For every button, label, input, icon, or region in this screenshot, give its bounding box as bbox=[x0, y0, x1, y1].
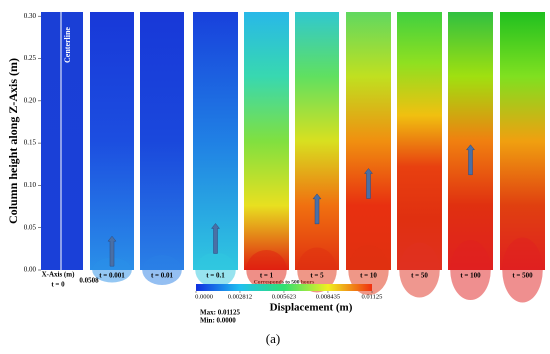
y-tick-label: 0.15 bbox=[24, 139, 37, 147]
contour-panel bbox=[41, 12, 83, 270]
bottom-lobe bbox=[348, 245, 389, 295]
bottom-lobe bbox=[450, 240, 491, 300]
colorbar-tick-label: 0.008435 bbox=[316, 293, 340, 300]
colorbar-tick-label: 0.002812 bbox=[228, 293, 252, 300]
bottom-lobe bbox=[195, 252, 236, 288]
bottom-lobe bbox=[399, 242, 440, 298]
x-max-label: 0.0508 bbox=[79, 277, 99, 285]
colorbar bbox=[196, 284, 372, 291]
contour-panel bbox=[346, 12, 391, 270]
panel-label: t = 1 bbox=[260, 272, 274, 280]
y-tick-label: 0.05 bbox=[24, 223, 37, 231]
colorbar-tick-label: 0.005623 bbox=[272, 293, 296, 300]
colorbar-min: Min: 0.0000 bbox=[200, 317, 236, 325]
contour-panel bbox=[90, 12, 134, 270]
panel-label: t = 0.01 bbox=[151, 272, 174, 280]
front-arrow bbox=[465, 144, 476, 176]
y-tick-label: 0.00 bbox=[24, 266, 37, 274]
contour-panel bbox=[500, 12, 545, 270]
contour-panel bbox=[448, 12, 493, 270]
contour-panel bbox=[397, 12, 442, 270]
bottom-lobe bbox=[502, 237, 543, 303]
panel-label: t = 5 bbox=[310, 272, 324, 280]
y-tick-label: 0.20 bbox=[24, 96, 37, 104]
contour-panel bbox=[295, 12, 339, 270]
front-arrow bbox=[210, 223, 221, 254]
front-arrow bbox=[363, 168, 374, 199]
colorbar-note: Corresponds to 500 hours bbox=[254, 279, 315, 285]
contour-panel bbox=[140, 12, 184, 270]
colorbar-label: Displacement (m) bbox=[270, 302, 353, 314]
panel-label: t = 0.1 bbox=[206, 272, 225, 280]
colorbar-tick-label: 0.0000 bbox=[195, 293, 213, 300]
colorbar-max: Max: 0.01125 bbox=[200, 309, 241, 317]
y-tick-label: 0.25 bbox=[24, 54, 37, 62]
front-arrow bbox=[312, 193, 322, 225]
contour-panel bbox=[244, 12, 289, 270]
panel-label: t = 10 bbox=[360, 272, 377, 280]
panel-label: t = 100 bbox=[460, 272, 481, 280]
panel-label: t = 500 bbox=[512, 272, 533, 280]
front-arrow bbox=[107, 235, 117, 267]
y-tick-label: 0.10 bbox=[24, 181, 37, 189]
bottom-lobe bbox=[142, 255, 182, 285]
bottom-lobe bbox=[92, 257, 132, 283]
panel-label: t = 0 bbox=[51, 281, 65, 289]
bottom-lobe bbox=[297, 247, 337, 293]
x-axis-label: X-Axis (m) bbox=[42, 271, 76, 279]
centerline-label: Centerline bbox=[63, 27, 72, 63]
bottom-lobe bbox=[246, 250, 287, 290]
panel-label: t = 50 bbox=[411, 272, 428, 280]
y-tick-label: 0.30 bbox=[24, 12, 37, 20]
colorbar-tick-label: 0.01125 bbox=[362, 293, 383, 300]
y-axis-label: Column height along Z-Axis (m) bbox=[6, 58, 20, 224]
panel-label: t = 0.001 bbox=[99, 272, 125, 280]
caption: (a) bbox=[266, 331, 280, 346]
